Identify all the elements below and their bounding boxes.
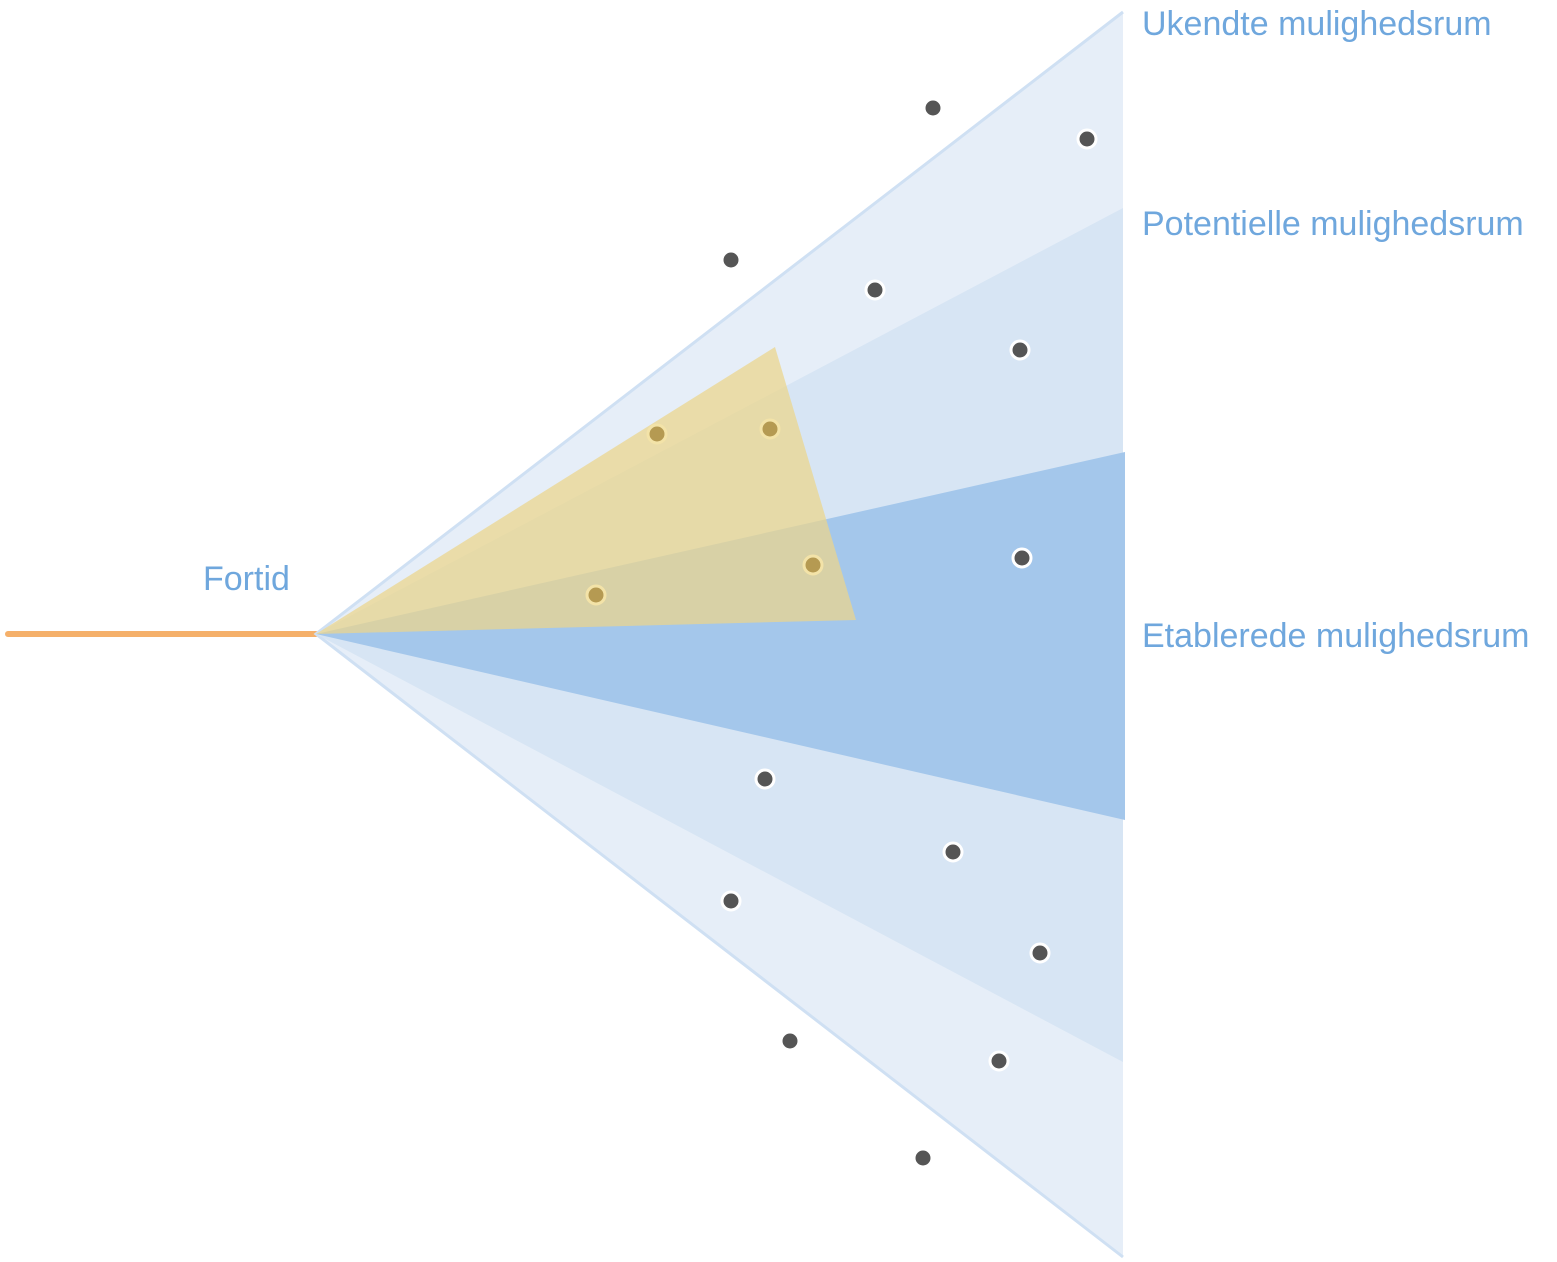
- past-label: Fortid: [203, 560, 290, 598]
- possibility-dot: [720, 890, 742, 912]
- highlight-dot: [646, 423, 668, 445]
- unknown-space-label: Ukendte mulighedsrum: [1142, 5, 1492, 43]
- highlight-dot: [759, 418, 781, 440]
- highlight-dots: [585, 418, 824, 606]
- possibility-dot: [922, 97, 944, 119]
- possibility-dot: [1029, 942, 1051, 964]
- possibility-dot: [1076, 128, 1098, 150]
- possibility-dot: [988, 1050, 1010, 1072]
- possibility-dot: [720, 249, 742, 271]
- highlight-wedge: [316, 347, 856, 634]
- possibility-dot: [1011, 547, 1033, 569]
- possibility-dot: [754, 768, 776, 790]
- possibility-dot: [912, 1147, 934, 1169]
- established-space-label: Etablerede mulighedsrum: [1142, 617, 1529, 655]
- highlight-dot: [585, 584, 607, 606]
- possibility-dot: [864, 279, 886, 301]
- highlight-dot: [802, 554, 824, 576]
- established-space-cone: [316, 452, 1125, 820]
- possibility-dot: [942, 841, 964, 863]
- possibility-dots: [720, 97, 1098, 1169]
- possibility-dot: [779, 1030, 801, 1052]
- possibility-dot: [1009, 339, 1031, 361]
- potential-space-label: Potentielle mulighedsrum: [1142, 205, 1524, 243]
